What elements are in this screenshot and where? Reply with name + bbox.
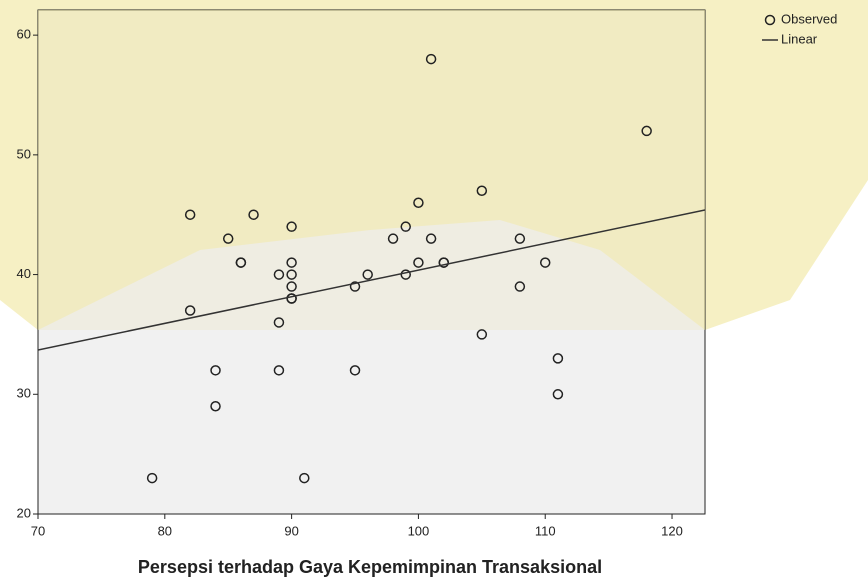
x-tick-label: 80 <box>158 523 172 538</box>
watermark <box>38 10 705 330</box>
point <box>286 221 297 232</box>
y-tick-label: 60 <box>17 27 31 42</box>
point <box>400 269 411 280</box>
point <box>362 269 373 280</box>
point <box>400 221 411 232</box>
point <box>476 329 488 340</box>
point <box>552 389 564 400</box>
point <box>641 125 652 137</box>
fit-line <box>38 209 705 351</box>
y-tick-label: 20 <box>17 505 31 520</box>
x-tick-label: 110 <box>535 523 556 538</box>
legend-marker <box>764 14 776 26</box>
point <box>235 257 247 268</box>
point <box>387 233 399 244</box>
x-tick-label: 70 <box>31 523 45 538</box>
x-axis-title: Persepsi terhadap Gaya Kepemimpinan Tran… <box>138 557 602 577</box>
point <box>425 53 437 65</box>
point <box>413 257 424 268</box>
point <box>514 233 526 244</box>
point <box>146 472 158 484</box>
point <box>425 233 437 244</box>
point <box>552 353 564 364</box>
x-tick-label: 120 <box>661 523 683 538</box>
point <box>184 209 196 220</box>
point <box>286 257 297 268</box>
point <box>476 185 488 197</box>
y-tick-label: 30 <box>17 386 31 401</box>
point <box>286 293 297 304</box>
point <box>286 281 297 292</box>
point <box>514 281 526 292</box>
x-tick-label: 90 <box>284 523 298 538</box>
point <box>299 472 310 484</box>
point <box>273 269 285 280</box>
point <box>222 233 234 244</box>
legend-label: Observed <box>781 11 837 26</box>
point <box>413 197 424 208</box>
point <box>286 269 297 280</box>
point <box>438 257 450 268</box>
point <box>210 401 221 412</box>
point <box>349 365 361 376</box>
point <box>273 365 285 376</box>
point <box>539 257 551 268</box>
y-tick-label: 40 <box>17 266 31 281</box>
legend-label: Linear <box>781 31 818 46</box>
x-tick-label: 100 <box>408 523 430 538</box>
point <box>349 281 361 292</box>
y-tick-label: 50 <box>17 146 31 161</box>
point <box>248 209 259 220</box>
point <box>273 317 285 328</box>
point <box>184 305 196 316</box>
point <box>210 365 221 376</box>
